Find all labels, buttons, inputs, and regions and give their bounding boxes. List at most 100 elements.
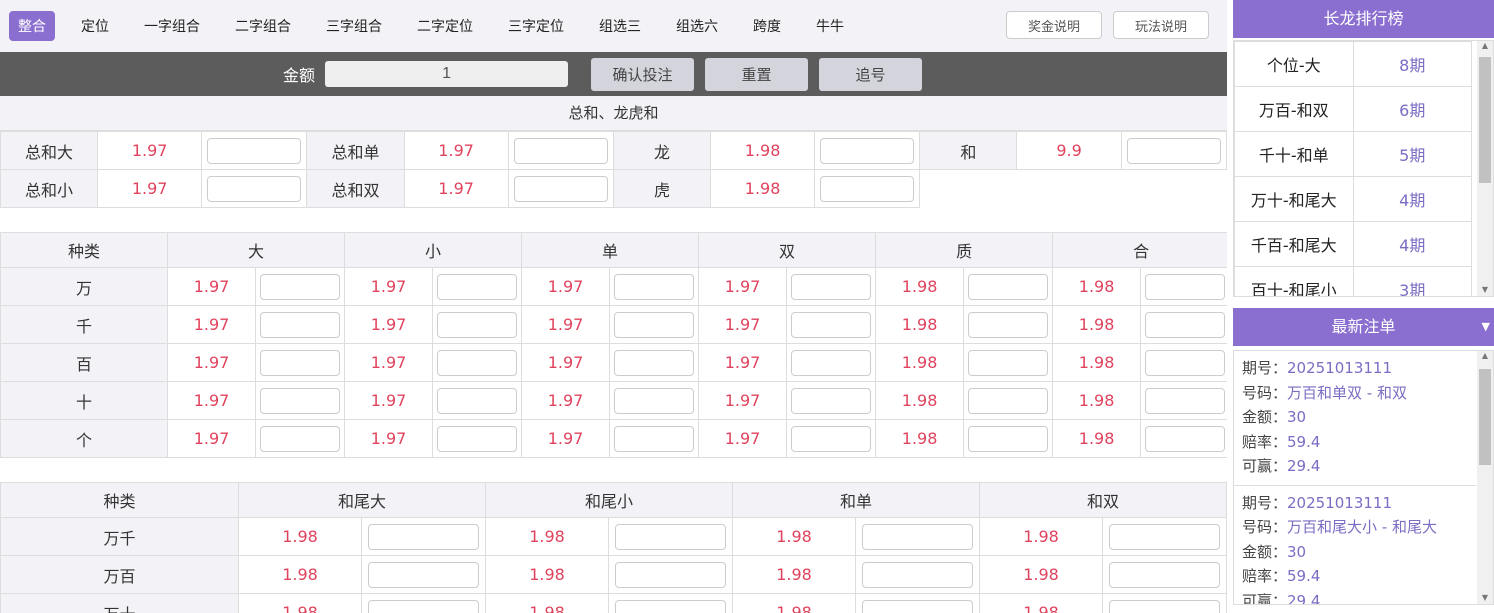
bet-cell [432,267,523,306]
odds: 1.98 [732,517,857,556]
bet-input[interactable] [968,425,1048,452]
amount-input[interactable] [325,61,569,87]
dropdown-icon[interactable]: ▼ [1481,320,1490,333]
bet-input[interactable] [1145,273,1225,300]
bet-input[interactable] [437,273,517,300]
ranking-row: 千百-和尾大 4期 [1234,221,1472,267]
confirm-bet-button[interactable]: 确认投注 [591,57,695,91]
bet-input[interactable] [260,273,340,300]
column-header: 质 [875,232,1054,268]
chase-button[interactable]: 追号 [819,57,923,91]
bet-cell [360,555,487,594]
ranking-name: 千百-和尾大 [1234,221,1354,267]
tab-0[interactable]: 整合 [9,11,55,41]
bet-input[interactable] [260,311,340,338]
bet-input[interactable] [862,599,973,613]
column-header: 大 [166,232,346,268]
bet-input[interactable] [615,599,726,613]
bet-input[interactable] [513,137,608,164]
table-row: 总和大 1.97 总和单 1.97 龙 1.98 和 9.9 [0,131,1227,170]
bet-input[interactable] [260,425,340,452]
column-header: 合 [1052,232,1227,268]
bet-input[interactable] [1109,599,1220,613]
bet-input[interactable] [968,311,1048,338]
odds: 1.97 [403,131,509,170]
odds: 1.98 [709,131,816,170]
ranking-count: 4期 [1352,176,1472,222]
odds: 1.98 [709,169,816,208]
bet-input[interactable] [207,175,302,202]
bet-input[interactable] [437,425,517,452]
bet-input[interactable] [791,273,871,300]
tab-8[interactable]: 组选六 [676,19,718,35]
scrollbar[interactable]: ▲ ▼ [1477,351,1493,604]
bet-input[interactable] [791,349,871,376]
bet-input[interactable] [615,561,726,588]
tab-9[interactable]: 跨度 [753,19,781,35]
bet-input[interactable] [791,387,871,414]
bet-input[interactable] [968,387,1048,414]
odds: 1.98 [732,555,857,594]
bet-input[interactable] [1145,311,1225,338]
tab-6[interactable]: 三字定位 [508,19,564,35]
bet-input[interactable] [368,599,479,613]
bet-input[interactable] [862,561,973,588]
rules-button[interactable]: 玩法说明 [1113,11,1209,39]
tab-1[interactable]: 定位 [81,19,109,35]
bet-input[interactable] [614,311,694,338]
bet-input[interactable] [513,175,608,202]
bet-input[interactable] [1126,137,1221,164]
bet-cell [432,343,523,382]
bet-input[interactable] [862,523,973,550]
bet-input[interactable] [1109,561,1220,588]
bet-input[interactable] [437,311,517,338]
tab-10[interactable]: 牛牛 [816,19,844,35]
bet-cell [1140,305,1227,344]
odds: 1.97 [698,381,788,420]
bet-input[interactable] [968,273,1048,300]
bet-cell [432,305,523,344]
bet-input[interactable] [260,387,340,414]
bet-input[interactable] [615,523,726,550]
bet-input[interactable] [1145,387,1225,414]
bet-cell [786,343,877,382]
bet-input[interactable] [791,425,871,452]
odds: 1.98 [979,555,1104,594]
orders-header[interactable]: 最新注单 ▼ [1233,308,1494,346]
sidebar: 长龙排行榜 个位-大 8期 万百-和双 6期 千十-和单 5期 万十-和尾大 4期 千百-和尾大… [1233,0,1494,613]
bet-input[interactable] [437,349,517,376]
odds: 9.9 [1016,131,1122,170]
bet-input[interactable] [368,523,479,550]
bet-input[interactable] [437,387,517,414]
odds: 1.97 [344,305,434,344]
table-row: 十 1.97 1.97 1.97 1.97 1.98 1.98 [0,381,1227,420]
bet-input[interactable] [968,349,1048,376]
bet-input[interactable] [260,349,340,376]
tab-7[interactable]: 组选三 [599,19,641,35]
tab-5[interactable]: 二字定位 [417,19,473,35]
odds-value: 59.4 [1287,432,1321,451]
tab-3[interactable]: 二字组合 [235,19,291,35]
bet-input[interactable] [368,561,479,588]
bet-input[interactable] [1145,349,1225,376]
reset-button[interactable]: 重置 [705,57,809,91]
bet-input[interactable] [614,273,694,300]
bet-cell [786,419,877,458]
odds: 1.97 [521,343,611,382]
bet-input[interactable] [207,137,302,164]
tab-4[interactable]: 三字组合 [326,19,382,35]
prize-info-button[interactable]: 奖金说明 [1006,11,1102,39]
bet-input[interactable] [1109,523,1220,550]
scrollbar[interactable]: ▲ ▼ [1477,41,1493,296]
table-row: 万百 1.98 1.98 1.98 1.98 [0,555,1227,594]
bet-bar: 金额 确认投注 重置 追号 [0,52,1227,96]
bet-input[interactable] [614,425,694,452]
bet-input[interactable] [1145,425,1225,452]
tab-2[interactable]: 一字组合 [144,19,200,35]
ranking-row: 万百-和双 6期 [1234,86,1472,132]
bet-input[interactable] [820,137,915,164]
bet-input[interactable] [791,311,871,338]
bet-input[interactable] [614,349,694,376]
bet-input[interactable] [820,175,915,202]
bet-input[interactable] [614,387,694,414]
